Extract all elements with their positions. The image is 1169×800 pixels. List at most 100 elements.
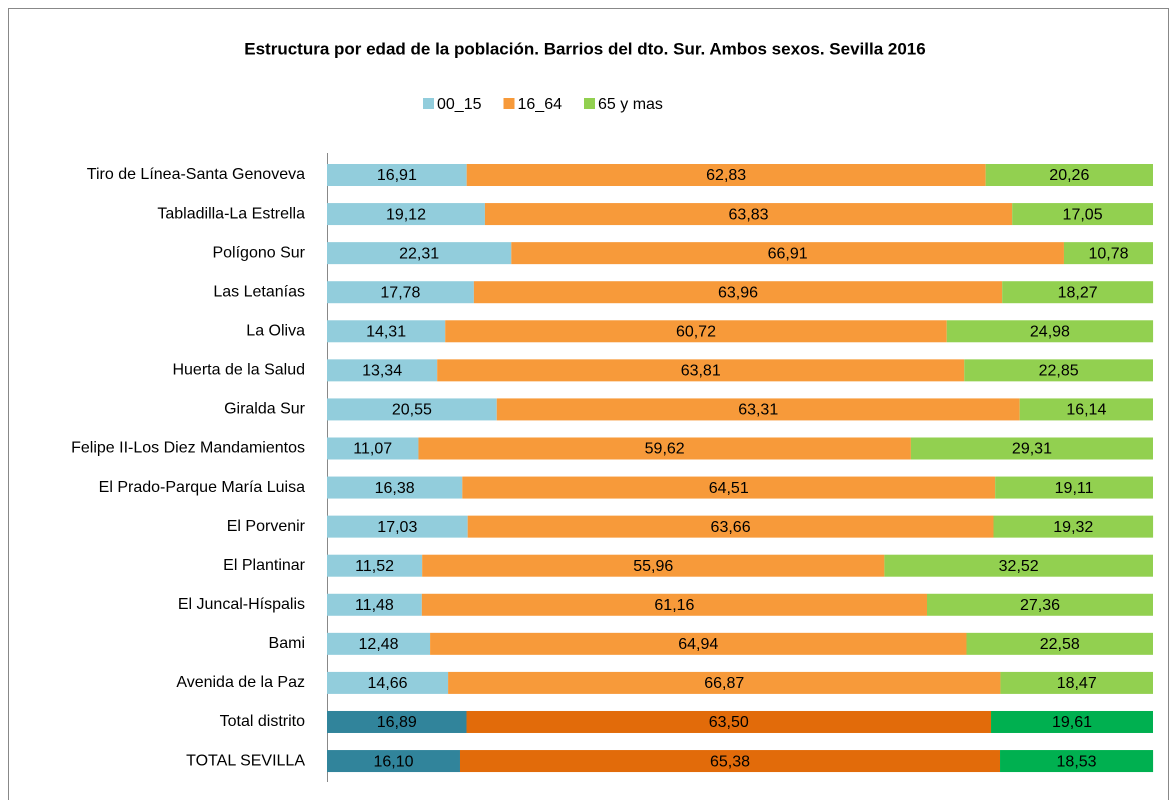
data-label: 64,94 — [678, 636, 718, 653]
bar-segment — [327, 515, 468, 538]
data-label: 29,31 — [1012, 441, 1052, 458]
bar-segment — [327, 437, 419, 460]
data-label: 63,66 — [711, 519, 751, 536]
legend-swatch — [584, 98, 595, 109]
bar-segment — [946, 320, 1154, 343]
data-label: 65,38 — [710, 753, 750, 770]
data-label: 16,10 — [373, 753, 413, 770]
data-label: 17,03 — [377, 519, 417, 536]
data-label: 55,96 — [633, 558, 673, 575]
data-label: 20,55 — [392, 402, 432, 419]
y-tick-label: El Plantinar — [223, 557, 305, 574]
data-label: 18,47 — [1057, 675, 1097, 692]
bar-segment — [1000, 750, 1154, 773]
bar-segment — [995, 476, 1153, 499]
data-label: 11,48 — [355, 597, 394, 614]
bar-segment — [466, 710, 992, 733]
bar-segment — [448, 671, 1001, 694]
bar-segment — [473, 281, 1003, 304]
data-label: 59,62 — [645, 441, 685, 458]
data-label: 27,36 — [1020, 597, 1060, 614]
bar-segment — [422, 554, 885, 577]
bar-segment — [421, 593, 928, 616]
legend-swatch — [423, 98, 434, 109]
bar-segment — [327, 671, 449, 694]
y-tick-label: Huerta de la Salud — [172, 362, 305, 379]
bar-segment — [327, 398, 497, 421]
data-label: 14,31 — [366, 323, 406, 340]
bar-segment — [1002, 281, 1154, 304]
bar-segment — [884, 554, 1153, 577]
data-label: 62,83 — [706, 167, 746, 184]
bar-segment — [985, 164, 1153, 186]
chart-title: Estructura por edad de la población. Bar… — [244, 39, 925, 58]
y-tick-label: El Prado-Parque María Luisa — [99, 479, 305, 496]
bar-segment — [991, 710, 1153, 733]
data-label: 22,31 — [399, 245, 439, 262]
data-label: 14,66 — [368, 675, 408, 692]
data-label: 18,27 — [1058, 284, 1098, 301]
data-label: 17,78 — [380, 284, 420, 301]
y-tick-label: La Oliva — [246, 322, 305, 339]
legend-label: 00_15 — [437, 96, 482, 113]
data-label: 66,87 — [704, 675, 744, 692]
data-label: 13,34 — [362, 363, 402, 380]
data-label: 63,50 — [709, 714, 749, 731]
y-tick-label: Tiro de Línea-Santa Genoveva — [87, 166, 305, 183]
bar-segment — [327, 320, 446, 343]
data-label: 32,52 — [999, 558, 1039, 575]
data-label: 10,78 — [1088, 245, 1128, 262]
data-label: 16,91 — [377, 167, 417, 184]
data-label: 17,05 — [1063, 206, 1103, 223]
y-tick-label: Avenida de la Paz — [176, 674, 305, 691]
bar-segment — [927, 593, 1153, 616]
bar-segment — [964, 359, 1153, 382]
bar-segment — [437, 359, 965, 382]
bar-segment — [459, 750, 1001, 773]
y-tick-label: El Porvenir — [227, 518, 306, 535]
bar-segment — [462, 476, 996, 499]
data-label: 60,72 — [676, 323, 716, 340]
data-label: 16,14 — [1066, 402, 1106, 419]
legend-swatch — [503, 98, 515, 109]
bar-segment — [1012, 203, 1153, 226]
bar-segment — [1000, 671, 1153, 694]
bar-segment — [327, 632, 431, 655]
data-label: 20,26 — [1049, 167, 1089, 184]
bar-segment — [327, 593, 422, 616]
data-label: 19,12 — [386, 206, 426, 223]
bar-segment — [327, 359, 438, 382]
y-tick-label: El Juncal-Híspalis — [178, 596, 305, 613]
data-label: 19,32 — [1053, 519, 1093, 536]
bar-segment — [418, 437, 911, 460]
y-tick-label: Bami — [269, 635, 305, 652]
legend-label: 65 y mas — [598, 96, 663, 113]
data-label: 19,61 — [1052, 714, 1092, 731]
bar-segment — [327, 164, 467, 186]
y-tick-label: Tabladilla-La Estrella — [157, 205, 305, 222]
y-tick-label: Giralda Sur — [224, 401, 306, 418]
y-tick-label: Polígono Sur — [212, 244, 305, 261]
data-label: 66,91 — [768, 245, 808, 262]
bar-segment — [327, 242, 512, 265]
data-label: 24,98 — [1030, 323, 1070, 340]
legend-label: 16_64 — [518, 96, 563, 113]
data-label: 19,11 — [1055, 480, 1094, 497]
data-label: 11,52 — [355, 558, 394, 575]
data-label: 63,96 — [718, 284, 758, 301]
bar-segment — [496, 398, 1020, 421]
bar-segment — [467, 515, 994, 538]
bar-segment — [327, 203, 485, 226]
y-tick-label: Felipe II-Los Diez Mandamientos — [71, 440, 305, 457]
data-label: 16,89 — [377, 714, 417, 731]
bar-segment — [445, 320, 947, 343]
y-tick-label: Total distrito — [220, 713, 305, 730]
bar-segment — [327, 750, 460, 773]
data-label: 16,38 — [375, 480, 415, 497]
bar-segment — [993, 515, 1154, 538]
bar-segment — [910, 437, 1153, 460]
data-label: 18,53 — [1057, 753, 1097, 770]
y-tick-label: TOTAL SEVILLA — [186, 752, 305, 769]
data-label: 22,85 — [1039, 363, 1079, 380]
data-label: 63,83 — [729, 206, 769, 223]
